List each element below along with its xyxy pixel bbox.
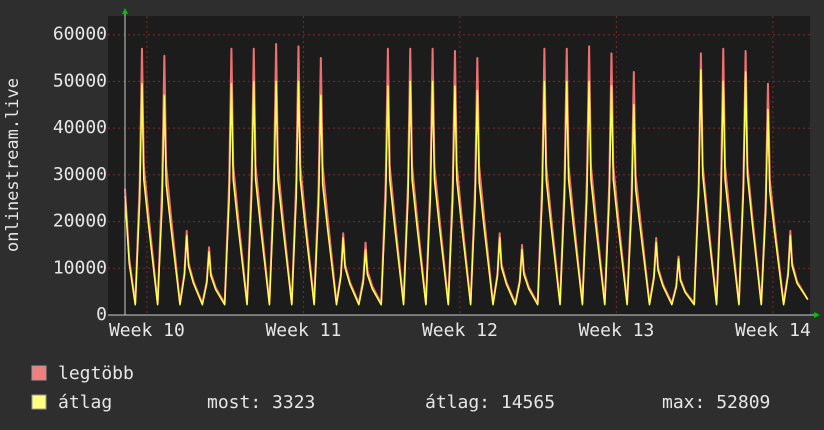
legend-swatch [31,394,47,410]
y-tick-label: 60000 [53,24,107,45]
stat-value: 3323 [272,392,315,413]
y-tick-label: 40000 [53,117,107,138]
x-tick-label: Week 11 [265,320,341,341]
x-tick-label: Week 10 [109,320,185,341]
y-axis-title: onlinestream.live [3,78,23,252]
y-tick-label: 10000 [53,257,107,278]
x-tick-label: Week 14 [735,320,811,341]
y-tick-label: 20000 [53,211,107,232]
legend-label: legtöbb [58,363,134,384]
y-tick-label: 30000 [53,164,107,185]
legend-stat: most: 3323 [207,392,315,413]
series-line [124,68,809,306]
legend-stat: átlag: 14565 [425,392,555,413]
y-tick-label: 50000 [53,70,107,91]
stat-label: most: [207,392,261,413]
stat-value: 14565 [501,392,555,413]
legend-swatch [31,365,47,381]
legend-stat: max: 52809 [662,392,770,413]
legend-label: átlag [58,392,112,413]
x-tick-label: Week 12 [422,320,498,341]
axis-arrow [122,8,128,14]
stat-label: max: [662,392,705,413]
stat-value: 52809 [716,392,770,413]
x-tick-label: Week 13 [578,320,654,341]
stat-label: átlag: [425,392,490,413]
axis-arrow [814,312,820,318]
y-tick-label: 0 [96,304,107,325]
plot-area [108,16,810,315]
